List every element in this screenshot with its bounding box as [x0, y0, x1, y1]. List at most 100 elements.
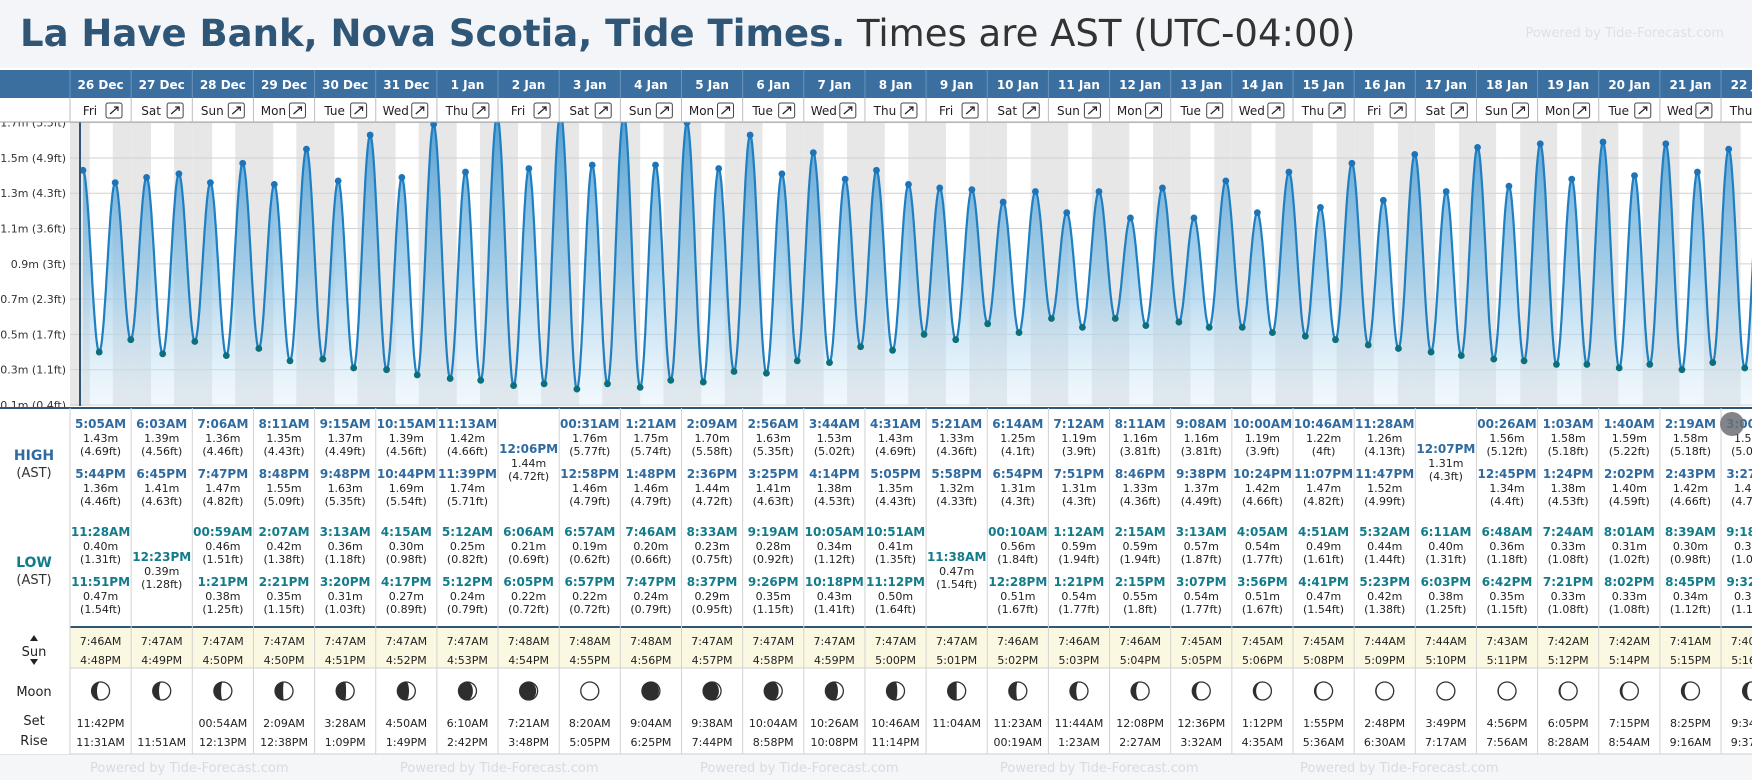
high-tide-height-m: 1.22m [1306, 432, 1341, 445]
low-tide-time: 3:13AM [320, 525, 371, 539]
high-tide-time: 9:48PM [320, 467, 371, 481]
moonset-time: 3:28AM [324, 717, 366, 730]
low-tide-height-m: 0.24m [450, 590, 485, 603]
moon-shadow-icon [1131, 682, 1141, 700]
low-tide-height-m: 0.43m [817, 590, 852, 603]
high-tide-height-m: 1.35m [266, 432, 301, 445]
weekday-label: Thu [873, 104, 897, 118]
moonrise-time: 1:09PM [325, 736, 366, 749]
high-point [841, 175, 849, 183]
high-tide-time: 10:46AM [1294, 417, 1353, 431]
high-tide-time: 6:54PM [993, 467, 1044, 481]
moonset-time: 7:21AM [508, 717, 550, 730]
high-tide-height-ft: (5.77ft) [569, 445, 610, 458]
low-tide-height-ft: (1.15ft) [753, 603, 794, 616]
moonset-time: 11:23AM [993, 717, 1042, 730]
low-point [1142, 322, 1150, 329]
high-tide-height-ft: (4.49ft) [325, 445, 366, 458]
low-tide-time: 9:18AM [1726, 525, 1752, 539]
date-label: 11 Jan [1058, 78, 1100, 92]
high-tide-height-ft: (4.59ft) [1609, 495, 1650, 508]
low-tide-height-ft: (1.94ft) [1120, 553, 1161, 566]
high-tide-height-m: 1.42m [450, 432, 485, 445]
expand-arrow-icon [965, 106, 975, 115]
low-tide-height-ft: (0.89ft) [386, 603, 427, 616]
low-point [159, 350, 167, 358]
low-tide-height-ft: (0.92ft) [753, 553, 794, 566]
title-timezone: Times are AST (UTC-04:00) [856, 12, 1356, 55]
low-point [1175, 318, 1183, 326]
moon-shadow-icon [886, 682, 898, 700]
high-tide-time: 00:26AM [1477, 417, 1536, 431]
moonrise-time: 2:27AM [1119, 736, 1161, 749]
low-tide-height-m: 0.47m [83, 590, 118, 603]
high-point [1348, 159, 1356, 167]
low-tide-height-m: 0.22m [572, 590, 607, 603]
low-tide-height-ft: (0.98ft) [386, 553, 427, 566]
low-tide-height-m: 0.59m [1061, 540, 1096, 553]
low-tide-height-m: 0.24m [633, 590, 668, 603]
sun-row [0, 628, 1752, 668]
moon-times-row [0, 712, 1752, 754]
date-label: 18 Jan [1486, 78, 1528, 92]
high-point [1095, 188, 1103, 195]
low-tide-height-ft: (1.94ft) [1058, 553, 1099, 566]
low-tide-height-ft: (0.66ft) [630, 553, 671, 566]
high-tide-time: 1:03AM [1543, 417, 1594, 431]
high-tide-height-ft: (4.66ft) [1670, 495, 1711, 508]
moonset-time: 11:04AM [932, 717, 981, 730]
high-point [1190, 214, 1198, 222]
low-tide-height-ft: (1.15ft) [263, 603, 304, 616]
high-tide-height-m: 1.19m [1061, 432, 1096, 445]
low-tide-height-ft: (1.38ft) [1364, 603, 1405, 616]
high-tide-height-m: 1.41m [756, 482, 791, 495]
high-tide-time: 6:03AM [136, 417, 187, 431]
high-tide-height-m: 1.34m [1489, 482, 1524, 495]
sunrise-time: 7:48AM [508, 635, 550, 648]
moonset-time: 11:44AM [1055, 717, 1104, 730]
moon-shadow-icon [91, 682, 101, 700]
high-point [1442, 188, 1450, 195]
low-tide-time: 11:51PM [71, 575, 130, 589]
low-tide-height-m: 0.35m [1489, 590, 1524, 603]
high-point [1599, 138, 1607, 146]
low-tide-height-m: 0.54m [1184, 590, 1219, 603]
high-point [1505, 182, 1513, 190]
high-tide-time: 12:45PM [1478, 467, 1537, 481]
expand-arrow-icon [1271, 106, 1281, 115]
moonset-time: 10:04AM [749, 717, 798, 730]
expand-arrow-icon [1638, 106, 1648, 115]
weekday-label: Fri [83, 104, 97, 118]
sunset-time: 5:01PM [936, 654, 977, 667]
low-tide-height-ft: (1.35ft) [875, 553, 916, 566]
low-tide-time: 3:56PM [1237, 575, 1288, 589]
high-tide-time: 8:11AM [258, 417, 309, 431]
sunrise-time: 7:46AM [1119, 635, 1161, 648]
high-tide-height-ft: (5.35ft) [325, 495, 366, 508]
expand-arrow-icon [782, 106, 792, 115]
moon-phase-icon [1436, 681, 1456, 701]
low-tide-height-ft: (1.25ft) [1425, 603, 1466, 616]
low-point [1364, 341, 1372, 349]
expand-arrow-icon [354, 106, 364, 115]
sunrise-time: 7:48AM [569, 635, 611, 648]
sunset-time: 5:16PM [1731, 654, 1752, 667]
high-tide-time: 7:12AM [1053, 417, 1104, 431]
low-tide-height-m: 0.21m [511, 540, 546, 553]
low-point [127, 336, 135, 344]
low-tide-height-m: 0.25m [450, 540, 485, 553]
sunrise-time: 7:45AM [1303, 635, 1345, 648]
moonrise-time: 2:42PM [447, 736, 488, 749]
low-tide-time: 6:57PM [564, 575, 615, 589]
low-point [1553, 361, 1560, 368]
high-tide-height-m: 1.75m [633, 432, 668, 445]
moon-shadow-icon [1620, 682, 1630, 700]
date-label: 3 Jan [573, 78, 607, 92]
high-tide-height-ft: (4.82ft) [202, 495, 243, 508]
weekday-label: Sun [1057, 104, 1080, 118]
moonrise-time: 7:56AM [1486, 736, 1528, 749]
high-tide-height-ft: (5.09ft) [263, 495, 304, 508]
low-tide-time: 6:42PM [1482, 575, 1533, 589]
low-tide-time: 2:07AM [258, 525, 309, 539]
low-point [1301, 332, 1309, 340]
